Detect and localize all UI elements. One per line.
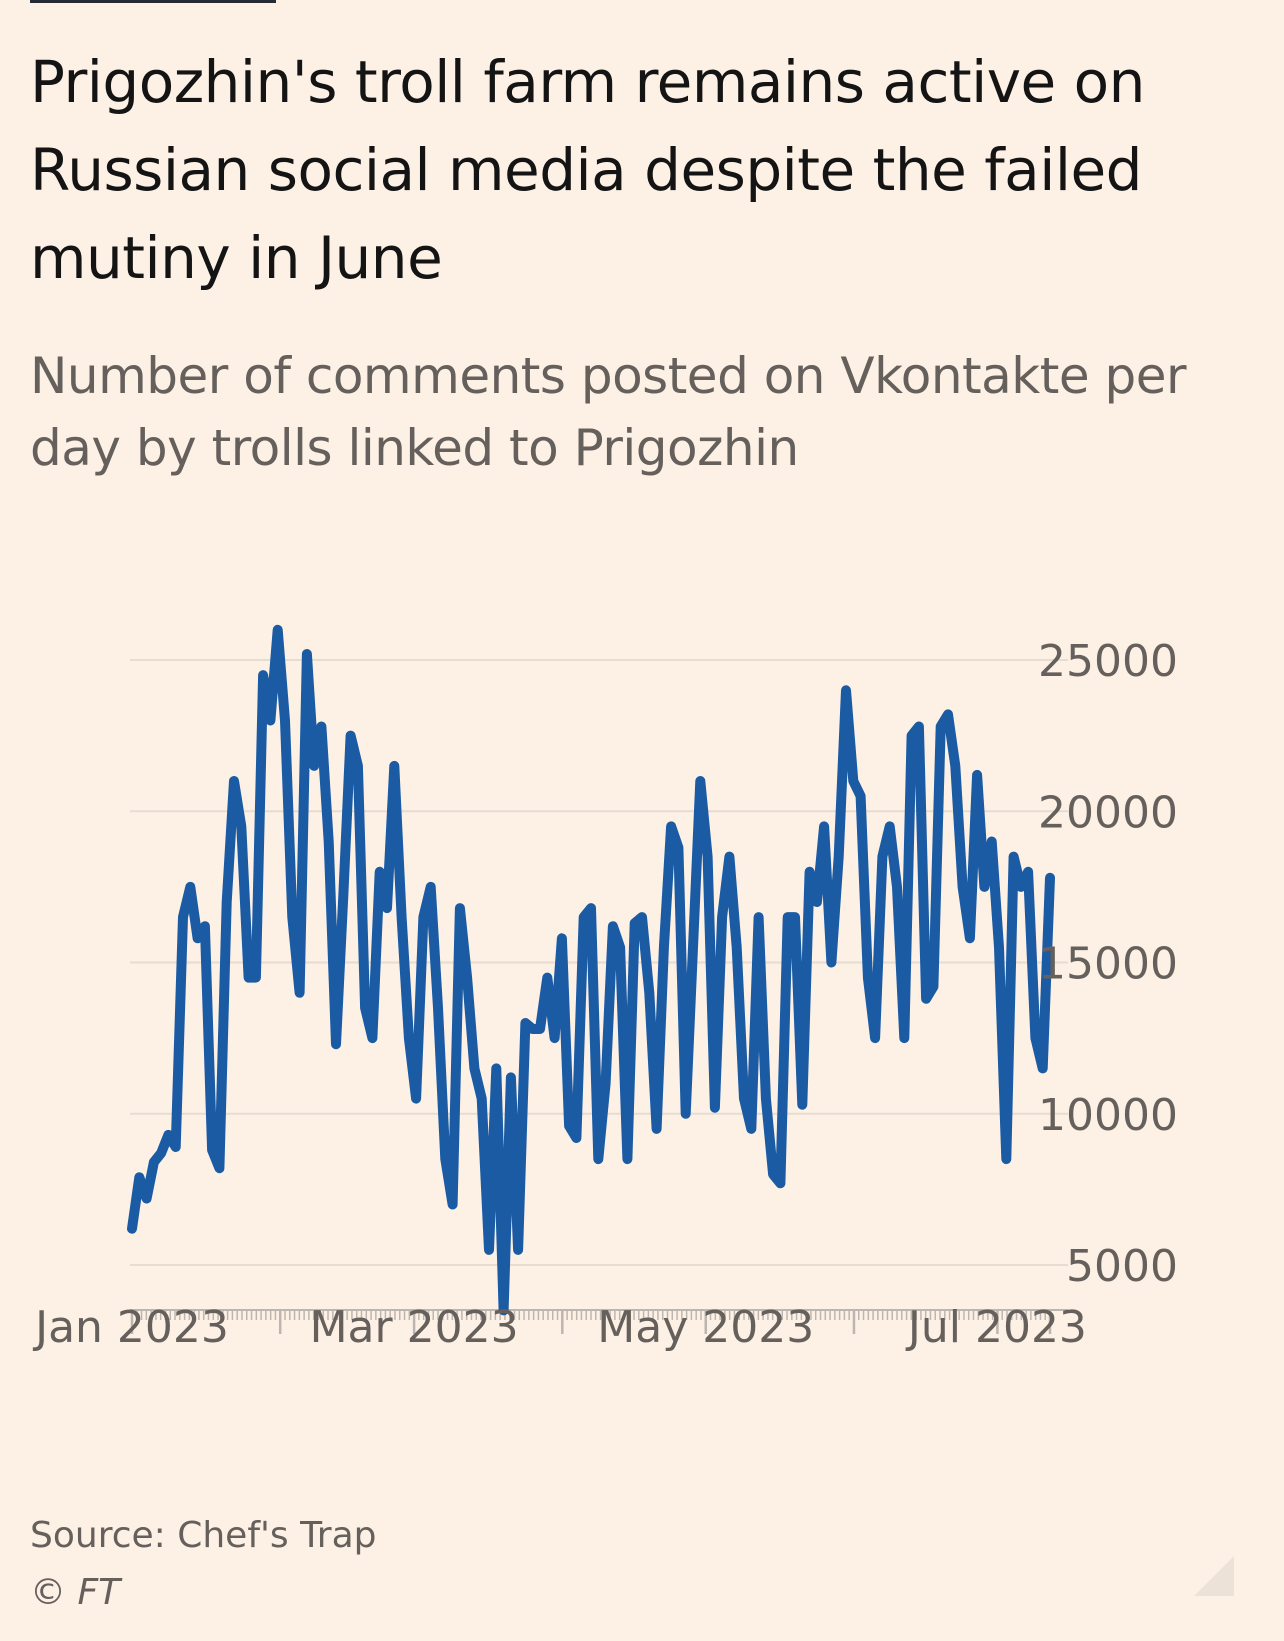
x-tick-label: May 2023 — [597, 1302, 814, 1353]
x-axis-labels: Jan 2023 Mar 2023 May 2023 Jul 2023 — [32, 1302, 1087, 1353]
x-tick-label: Mar 2023 — [310, 1302, 519, 1353]
copyright-note: © FT — [30, 1572, 121, 1613]
y-tick-label-15000: 15000 — [1038, 939, 1178, 990]
y-tick-label-25000: 25000 — [1038, 636, 1178, 687]
line-chart: 5000 10000 15000 20000 25000 Jan 2023 Mar 202… — [32, 624, 1178, 1353]
x-tick-label: Jan 2023 — [32, 1302, 229, 1353]
corner-decoration — [1194, 1556, 1234, 1596]
series — [127, 624, 1055, 1316]
y-axis-labels: 5000 10000 15000 20000 25000 — [1038, 636, 1178, 1292]
y-tick-label-20000: 20000 — [1038, 787, 1178, 838]
series-line-0 — [127, 624, 1055, 1316]
chart-subtitle: Number of comments posted on Vkontakte p… — [30, 347, 1187, 477]
top-rule — [30, 0, 276, 3]
source-note: Source: Chef's Trap — [30, 1515, 377, 1556]
y-tick-label-10000: 10000 — [1038, 1090, 1178, 1141]
x-axis — [130, 1309, 1068, 1334]
x-tick-label: Jul 2023 — [905, 1302, 1087, 1353]
y-tick-label-5000: 5000 — [1066, 1241, 1178, 1292]
chart-title: Prigozhin's troll farm remains active on… — [30, 48, 1145, 292]
